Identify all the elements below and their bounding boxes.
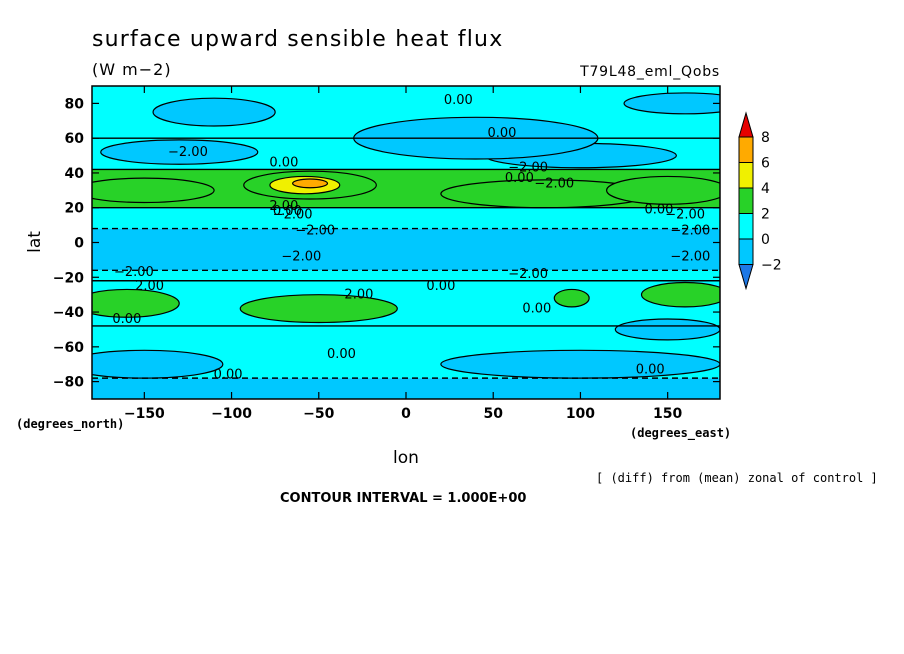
contour-label-0: 0.00	[444, 93, 473, 108]
anomaly-region-6	[239, 294, 398, 324]
contour-lines	[92, 137, 720, 379]
y-units-label: (degrees_north)	[16, 417, 124, 432]
case-label: T79L48_eml_Qobs	[579, 64, 720, 80]
band-4	[92, 228, 720, 271]
contour-label-6: −2.00	[534, 176, 574, 191]
contour-label-2: −2.00	[168, 145, 208, 160]
contour-label-9: −2.00	[273, 208, 313, 223]
units-label: (W m−2)	[92, 60, 172, 79]
contour-label-10: 0.00	[644, 202, 673, 217]
anomaly-region-7	[92, 288, 180, 318]
contour-label-11: −2.00	[665, 208, 705, 223]
anomaly-region-17	[440, 349, 720, 379]
x-axis-label: lon	[393, 448, 419, 468]
colorbar-label: −2	[761, 258, 782, 274]
anomaly-region-10	[100, 139, 259, 165]
x-tick-label: 50	[483, 406, 503, 422]
contour-label-23: 0.00	[327, 347, 356, 362]
contour-label-14: −2.00	[281, 249, 321, 264]
diff-note: [ (diff) from (mean) zonal of control ]	[596, 471, 878, 485]
contour-label-25: 0.00	[636, 362, 665, 377]
contour-plot: 0.000.00−2.000.00 −2.000.00 −2.002.000.00−…	[53, 85, 721, 422]
band-2	[92, 280, 720, 326]
contour-label-15: −2.00	[670, 249, 710, 264]
y-tick-label: −20	[53, 270, 84, 286]
band-0	[92, 378, 720, 399]
contour-label-20: 2.00	[344, 288, 373, 303]
anomaly-region-12	[614, 318, 720, 341]
contour-label-12: −2.00	[295, 223, 335, 238]
colorbar-label: 0	[761, 232, 770, 248]
x-axis-ticks: −150 −100 −50 0 50 100 150	[124, 86, 683, 422]
anomaly-region-14	[152, 97, 276, 127]
contour-label-21: 0.00	[522, 302, 551, 317]
y-tick-label: 0	[74, 236, 84, 252]
anomaly-region-5	[92, 177, 215, 204]
y-tick-label: −40	[53, 305, 84, 321]
x-tick-label: −50	[303, 406, 334, 422]
anomaly-region-9	[553, 288, 590, 308]
colorbar-arrow-bottom	[738, 264, 754, 291]
colorbar-segment-4	[738, 238, 754, 265]
contour-label-17: −2.00	[508, 267, 548, 282]
x-tick-label: 0	[401, 406, 411, 422]
contour-fills	[92, 86, 720, 399]
y-tick-label: −80	[53, 375, 84, 391]
band-3	[92, 270, 720, 281]
contour-label-22: 0.00	[112, 312, 141, 327]
x-tick-label: −100	[211, 406, 252, 422]
colorbar-segment-2	[738, 187, 754, 214]
colorbar-segment-0	[738, 136, 754, 163]
contour-interval: CONTOUR INTERVAL = 1.000E+00	[280, 491, 526, 506]
colorbar-label: 4	[761, 181, 770, 197]
colorbar-label: 8	[761, 130, 770, 146]
anomaly-region-4	[606, 175, 720, 205]
x-tick-label: 100	[566, 406, 595, 422]
anomaly-region-16	[92, 349, 224, 379]
contour-label-24: 0.00	[214, 368, 243, 383]
contour-label-8: 0.00	[273, 204, 302, 219]
contour-labels: 0.000.00−2.000.00 −2.000.00 −2.002.000.00−…	[112, 93, 710, 383]
colorbar: 8 6 4 2 0 −2	[738, 111, 782, 291]
y-axis-ticks: −80 −60 −40 −20 0 20 40 60 80	[53, 96, 720, 391]
y-tick-label: 40	[65, 166, 85, 182]
colorbar-segment-3	[738, 213, 754, 240]
colorbar-label: 6	[761, 156, 770, 172]
contour-label-1: 0.00	[487, 126, 516, 141]
anomaly-region-2	[292, 178, 329, 189]
colorbar-arrow-top	[738, 111, 754, 138]
anomaly-region-15	[623, 92, 720, 115]
y-tick-label: −60	[53, 340, 84, 356]
contour-label-18: 2.00	[135, 279, 164, 294]
colorbar-label: 2	[761, 207, 770, 223]
y-tick-label: 20	[65, 201, 85, 217]
x-tick-label: 150	[653, 406, 682, 422]
contour-label-7: 2.00	[269, 199, 298, 214]
contour-label-4: −2.00	[508, 161, 548, 176]
contour-label-19: 0.00	[426, 279, 455, 294]
anomaly-region-8	[640, 281, 720, 308]
contour-label-16: −2.00	[114, 265, 154, 280]
contour-label-3: 0.00	[269, 156, 298, 171]
x-tick-label: −150	[124, 406, 165, 422]
contour-label-13: −2.00	[670, 223, 710, 238]
y-tick-label: 60	[65, 131, 85, 147]
x-units-label: (degrees_east)	[630, 426, 731, 441]
y-axis-label: lat	[25, 231, 45, 253]
band-5	[92, 207, 720, 229]
y-tick-label: 80	[65, 96, 85, 112]
chart-title: surface upward sensible heat flux	[92, 27, 503, 52]
colorbar-segment-1	[738, 162, 754, 189]
contour-label-5: 0.00	[505, 171, 534, 186]
